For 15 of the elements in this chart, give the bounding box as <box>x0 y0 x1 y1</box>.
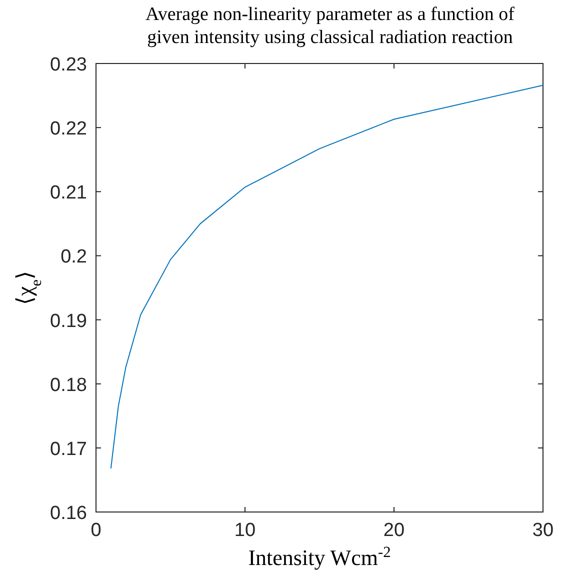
chart-title: Average non-linearity parameter as a function of given intensity using classical radiation reaction <box>146 4 516 48</box>
x-tick-label: 0 <box>90 520 102 541</box>
y-tick-label: 0.22 <box>50 118 87 140</box>
y-tick-label: 0.21 <box>50 182 87 204</box>
y-tick-label: 0.19 <box>50 310 87 332</box>
line-series <box>110 84 544 469</box>
x-tick-label: 30 <box>532 520 554 541</box>
y-tick-label: 0.23 <box>50 54 87 76</box>
y-tick-label: 0.18 <box>50 374 87 396</box>
x-tick-label: 20 <box>383 520 405 541</box>
y-tick-label: 0.17 <box>50 438 87 460</box>
x-axis-title: Intensity Wcm$^{-2}$ <box>248 544 391 570</box>
y-tick-label: 0.16 <box>50 503 87 524</box>
y-tick-label: 0.2 <box>60 246 87 268</box>
x-tick-label: 10 <box>234 520 256 541</box>
